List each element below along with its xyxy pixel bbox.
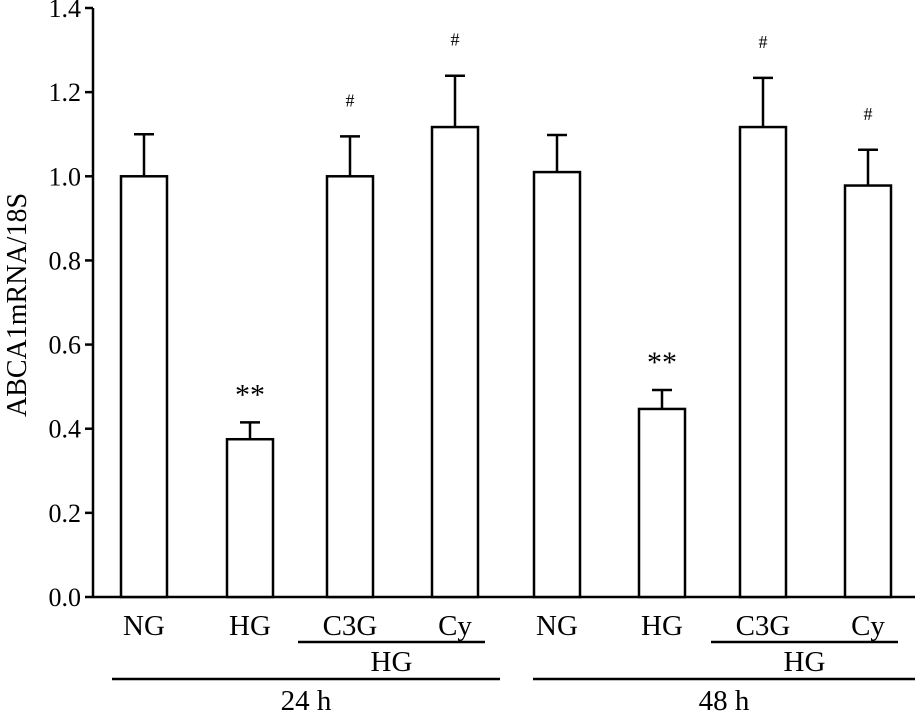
bar: [532, 170, 582, 599]
y-tick-label: 1.0: [49, 162, 82, 191]
significance-hash: #: [759, 32, 768, 52]
axes: [91, 8, 915, 599]
bar: [325, 175, 375, 599]
group-label: 48 h: [699, 685, 750, 714]
bar: [843, 184, 893, 599]
x-axis-category-labels: NG HG C3G Cy NG HG C3G Cy: [123, 610, 885, 642]
y-axis-label: ABCA1mRNA/18S: [2, 193, 33, 417]
x-category-label: NG: [536, 610, 578, 642]
group-brackets: HG HG 24 h 48 h: [112, 640, 915, 714]
significance-hash: #: [346, 90, 355, 110]
bar: [430, 125, 480, 599]
x-category-label: Cy: [438, 610, 472, 642]
y-tick-label: 0.0: [49, 583, 82, 612]
y-tick-label: 1.4: [49, 0, 82, 23]
x-category-label: C3G: [736, 610, 791, 642]
bar: [225, 437, 275, 599]
y-tick-label: 0.2: [49, 499, 82, 528]
y-tick-label: 0.6: [49, 331, 82, 360]
error-bars: [134, 74, 878, 440]
significance-stars: **: [647, 346, 677, 379]
bar: [637, 407, 687, 599]
significance-annotations: ** # # ** # #: [235, 30, 873, 412]
y-axis-ticks: 0.0 0.2 0.4 0.6 0.8 1.0 1.2 1.4: [49, 0, 93, 612]
significance-hash: #: [451, 30, 460, 50]
x-category-label: C3G: [323, 610, 378, 642]
bar: [119, 175, 169, 599]
bars: [119, 125, 893, 599]
y-tick-label: 1.2: [49, 78, 82, 107]
subgroup-label: HG: [784, 646, 826, 678]
x-category-label: Cy: [851, 610, 885, 642]
subgroup-label: HG: [371, 646, 413, 678]
y-tick-label: 0.8: [49, 246, 82, 275]
group-label: 24 h: [281, 685, 332, 714]
bar: [738, 125, 788, 599]
significance-stars: **: [235, 378, 265, 411]
x-category-label: HG: [229, 610, 271, 642]
significance-hash: #: [864, 104, 873, 124]
y-tick-label: 0.4: [49, 415, 82, 444]
x-category-label: HG: [641, 610, 683, 642]
x-category-label: NG: [123, 610, 165, 642]
